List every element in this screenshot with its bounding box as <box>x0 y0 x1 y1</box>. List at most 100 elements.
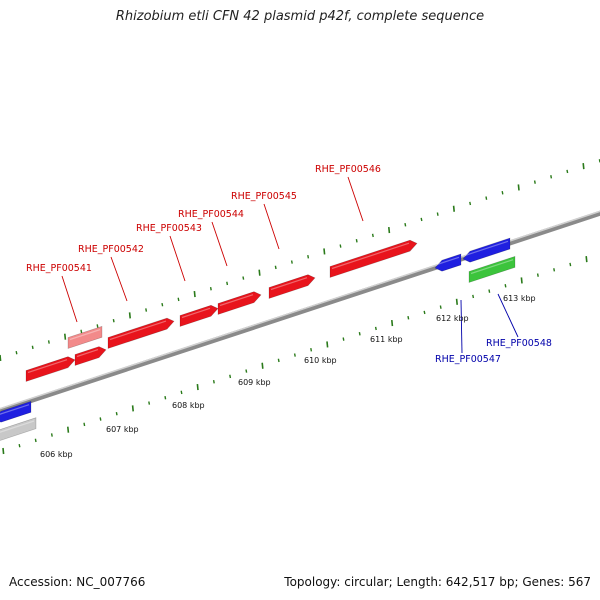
gene-forward[interactable] <box>179 304 219 327</box>
outer-tick <box>420 217 423 222</box>
inner-tick <box>342 337 345 341</box>
gene-label[interactable]: RHE_PF00542 <box>78 244 144 255</box>
gene-forward-shine <box>270 277 308 291</box>
outer-tick <box>64 333 67 340</box>
outer-tick <box>274 265 277 270</box>
outer-tick <box>566 169 569 174</box>
inner-tick <box>391 320 394 327</box>
outer-tick <box>501 191 504 195</box>
scale-label: 608 kbp <box>172 401 205 410</box>
gene-label[interactable]: RHE_PF00545 <box>231 191 297 202</box>
gene-forward[interactable] <box>217 291 262 315</box>
inner-tick <box>180 390 183 395</box>
inner-tick <box>277 358 280 363</box>
gene-pseudo[interactable] <box>67 325 103 349</box>
outer-tick <box>242 276 245 280</box>
scale-label: 606 kbp <box>40 450 73 459</box>
scale-label: 607 kbp <box>106 425 139 434</box>
outer-tick <box>209 286 212 291</box>
inner-tick <box>164 395 167 400</box>
gene-reverse[interactable] <box>0 400 32 423</box>
inner-tick <box>520 277 523 284</box>
outer-tick <box>452 205 455 212</box>
gene-forward[interactable] <box>74 346 107 366</box>
outer-tick <box>517 184 520 191</box>
scale-label: 611 kbp <box>370 335 403 344</box>
scale-label: 613 kbp <box>503 294 536 303</box>
gene-other[interactable] <box>0 417 37 443</box>
inner-tick <box>504 284 507 288</box>
inner-tick <box>115 411 118 416</box>
gene-label[interactable]: RHE_PF00543 <box>136 223 202 234</box>
gene-label[interactable]: RHE_PF00547 <box>435 354 501 365</box>
inner-tick <box>83 422 86 427</box>
gene-reverse-shine <box>464 240 509 257</box>
inner-tick <box>18 443 21 448</box>
gene-pseudo-shine <box>69 329 101 341</box>
gene-label[interactable]: RHE_PF00544 <box>178 209 244 220</box>
inner-tick <box>374 326 377 331</box>
outer-tick <box>15 350 18 355</box>
gene-forward-shine <box>181 307 211 319</box>
outer-tick <box>96 324 99 328</box>
gene-label-lines <box>61 176 519 354</box>
inner-tick <box>229 374 232 379</box>
gene-forward[interactable] <box>329 239 418 278</box>
inner-tick <box>212 379 215 384</box>
outer-tick <box>404 223 407 227</box>
gene-label[interactable]: RHE_PF00548 <box>486 338 552 349</box>
inner-tick <box>326 341 329 348</box>
outer-tick <box>80 329 83 334</box>
scale-label: 610 kbp <box>304 356 337 365</box>
gene-forward-shine <box>76 349 99 358</box>
gene-label-line <box>110 256 128 302</box>
inner-tick <box>358 332 361 336</box>
inner-tick <box>293 353 296 357</box>
inner-tick-ring <box>2 256 588 455</box>
inner-tick <box>245 369 248 373</box>
inner-tick <box>439 305 442 309</box>
outer-tick <box>371 233 374 238</box>
outer-tick <box>307 255 310 259</box>
inner-tick <box>196 383 199 391</box>
outer-tick <box>128 312 131 319</box>
gene-reverse-shine <box>436 256 460 266</box>
gene-forward[interactable] <box>107 317 175 349</box>
outer-tick-ring <box>0 159 600 362</box>
gene-label-line <box>347 176 364 222</box>
scale-label: 612 kbp <box>436 314 469 323</box>
inner-tick <box>455 298 458 305</box>
outer-tick <box>193 290 196 298</box>
gene-label[interactable]: RHE_PF00541 <box>26 263 92 274</box>
inner-tick <box>569 262 572 267</box>
inner-tick <box>553 268 556 272</box>
gene-forward-shine <box>219 294 254 307</box>
scale-labels: 606 kbp 607 kbp 608 kbp 609 kbp 610 kbp 611 k… <box>40 294 536 459</box>
outer-tick <box>161 302 164 307</box>
gene-label[interactable]: RHE_PF00546 <box>315 164 381 175</box>
outer-tick <box>226 281 229 286</box>
outer-tick <box>112 318 115 323</box>
outer-tick <box>550 175 553 179</box>
outer-tick <box>323 248 326 255</box>
outer-tick <box>533 180 536 184</box>
gene-label-line <box>460 299 463 354</box>
outer-tick <box>258 269 261 276</box>
outer-tick <box>485 196 488 200</box>
outer-tick <box>582 163 585 170</box>
gene-rna[interactable] <box>468 255 516 283</box>
outer-tick <box>469 201 472 206</box>
gene-forward[interactable] <box>268 274 316 299</box>
genome-summary-text: Topology: circular; Length: 642,517 bp; … <box>284 575 591 589</box>
gene-label-line <box>169 235 186 282</box>
outer-tick <box>145 308 148 312</box>
gene-other-shine <box>0 420 35 433</box>
inner-tick <box>34 438 37 443</box>
gene-reverse[interactable] <box>462 237 511 263</box>
outer-tick <box>290 260 293 264</box>
gene-label-line <box>263 203 280 250</box>
gene-forward[interactable] <box>25 356 76 382</box>
accession-text: Accession: NC_007766 <box>9 575 146 589</box>
gene-reverse[interactable] <box>434 253 462 272</box>
